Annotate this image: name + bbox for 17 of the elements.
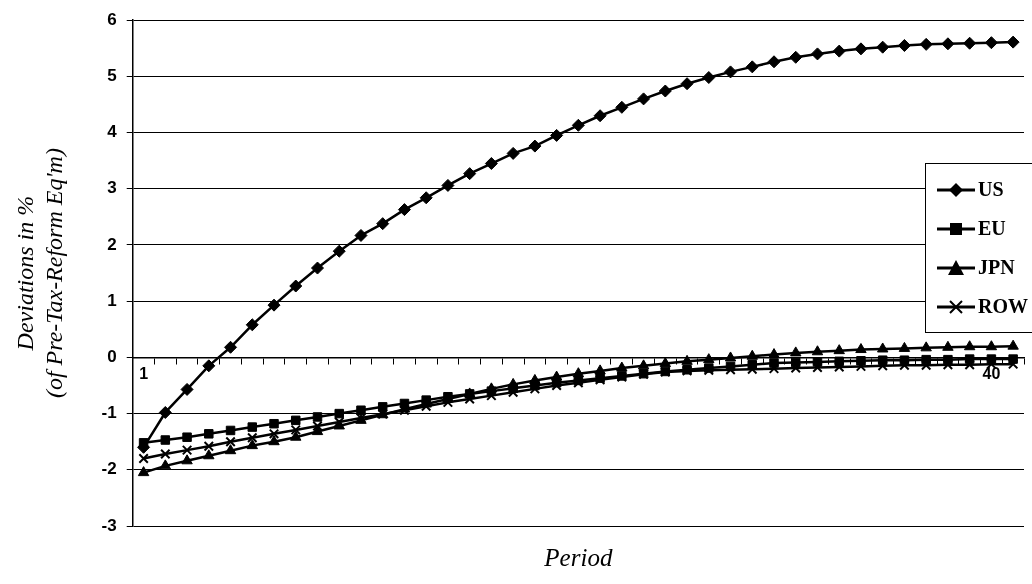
y-tick-label: 0 — [107, 347, 117, 367]
y-tick-label: -3 — [101, 515, 117, 535]
y-tick-label: 4 — [107, 122, 118, 142]
x-axis-title: Period — [543, 543, 613, 571]
legend-label: EU — [978, 217, 1006, 240]
legend-label: ROW — [978, 295, 1028, 318]
y-tick-label: -1 — [101, 403, 117, 423]
legend-label: US — [978, 178, 1004, 201]
y-tick-label: 3 — [107, 178, 117, 198]
x-tick-label: 40 — [982, 365, 1001, 383]
y-tick-label: 1 — [107, 290, 117, 310]
y-tick-label: 6 — [107, 9, 117, 29]
y-axis-title: Deviations in % (of Pre-Tax-Reform Eq'm) — [11, 148, 67, 399]
legend-label: JPN — [978, 256, 1015, 279]
y-tick-label: 2 — [107, 234, 117, 254]
y-tick-label: 5 — [107, 66, 117, 86]
y-tick-label: -2 — [101, 459, 117, 479]
